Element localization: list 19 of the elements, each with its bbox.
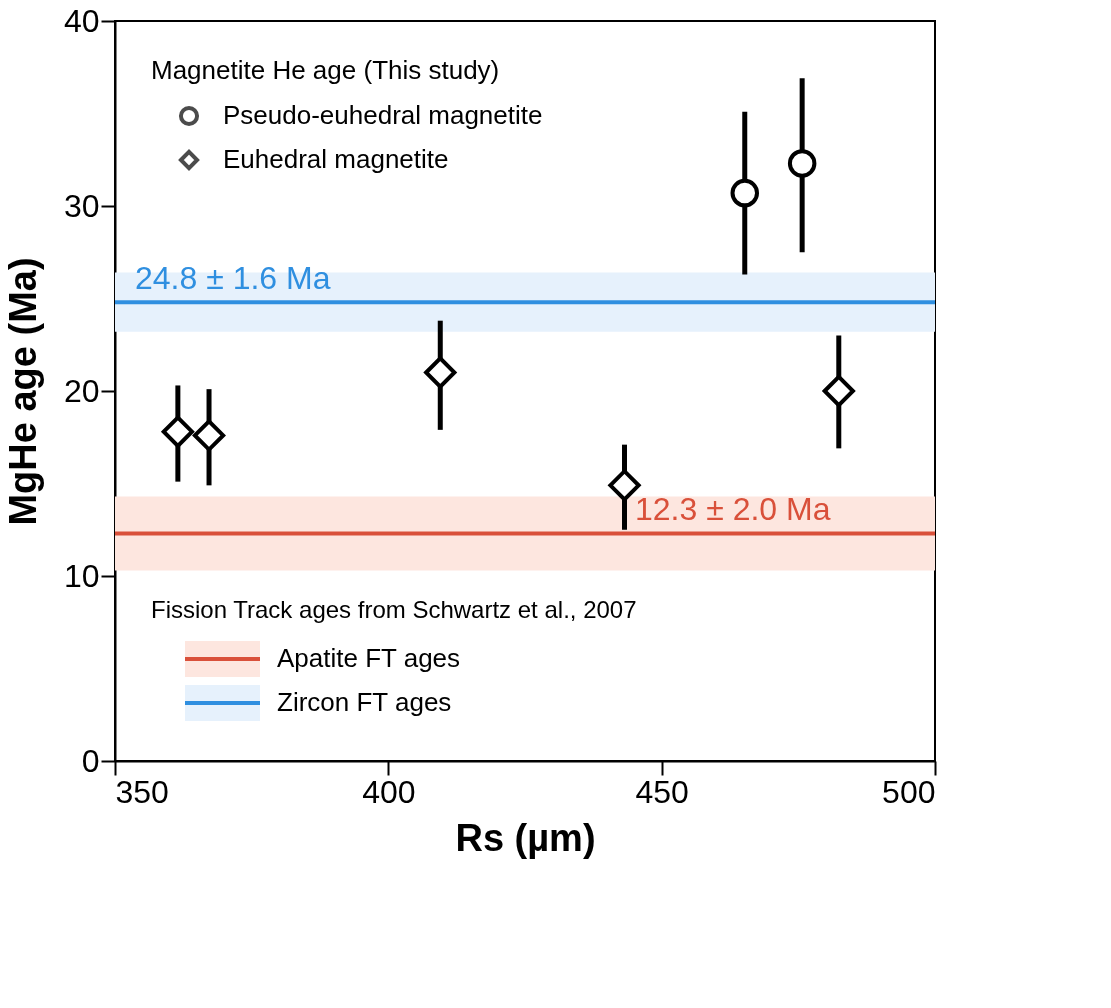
y-axis-title: MgHe age (Ma) — [1, 257, 44, 526]
x-tick-label: 350 — [115, 773, 169, 810]
x-tick-label: 400 — [362, 773, 416, 810]
y-tick-label: 30 — [63, 187, 100, 224]
annotation: Fission Track ages from Schwartz et al., 2007 — [151, 596, 637, 623]
y-tick-label: 10 — [63, 557, 100, 594]
x-axis-title: Rs (µm) — [455, 816, 596, 859]
y-tick-label: 20 — [63, 372, 100, 409]
legend-label: Euhedral magnetite — [223, 144, 449, 174]
ref-line-label: 12.3 ± 2.0 Ma — [635, 491, 831, 528]
legend-label: Pseudo-euhedral magnetite — [223, 100, 543, 130]
x-tick-label: 500 — [882, 773, 936, 810]
legend-label: Zircon FT ages — [277, 687, 452, 717]
y-tick-label: 0 — [81, 742, 100, 779]
legend-label: Apatite FT ages — [277, 643, 461, 673]
x-tick-label: 450 — [635, 773, 689, 810]
ref-line-label: 24.8 ± 1.6 Ma — [135, 260, 331, 297]
y-tick-label: 40 — [63, 2, 100, 39]
legend-title: Magnetite He age (This study) — [151, 55, 500, 85]
